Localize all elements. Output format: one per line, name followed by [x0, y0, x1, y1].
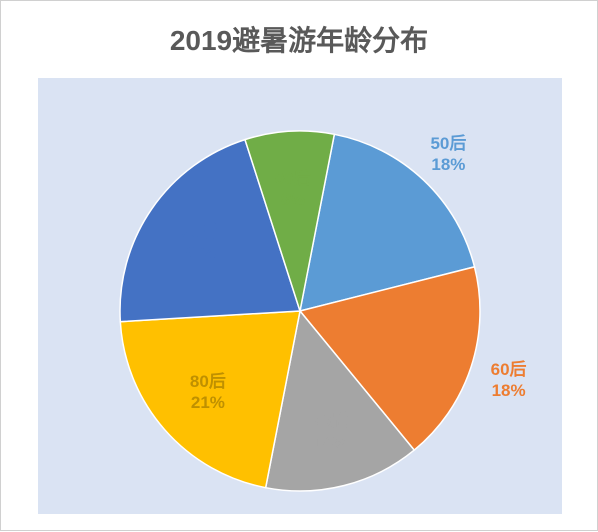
slice-label: 80后21% — [190, 370, 226, 413]
slice-label: 90后21% — [181, 221, 217, 264]
slice-pct: 21% — [181, 242, 217, 263]
slice-label: 50后18% — [430, 133, 466, 176]
slice-name: 90后 — [181, 221, 217, 242]
slice-pct: 21% — [190, 392, 226, 413]
slice-pct: 8% — [275, 189, 311, 210]
slice-name: 70后 — [312, 410, 348, 431]
slice-name: 60后 — [491, 358, 527, 379]
slice-pct: 18% — [491, 380, 527, 401]
pie-chart-container: 2019避暑游年龄分布 50后18%60后18%70后14%80后21%90后2… — [0, 0, 598, 531]
slice-label: 70后14% — [312, 410, 348, 453]
slice-label: 60后18% — [491, 358, 527, 401]
slice-name: 00后 — [275, 168, 311, 189]
slice-name: 80后 — [190, 370, 226, 391]
slice-name: 50后 — [430, 133, 466, 154]
slice-label: 00后8% — [275, 168, 311, 211]
slice-pct: 14% — [312, 431, 348, 452]
slice-pct: 18% — [430, 154, 466, 175]
pie-svg — [1, 1, 598, 532]
